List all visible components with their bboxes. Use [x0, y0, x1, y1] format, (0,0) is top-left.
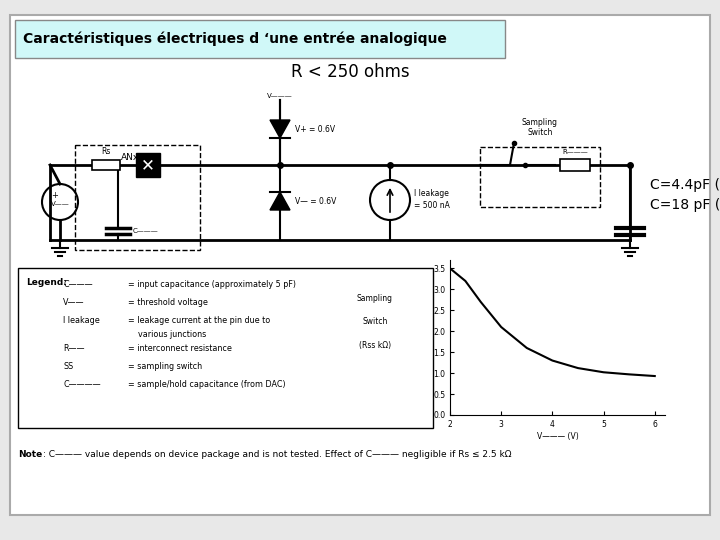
- Text: = leakage current at the pin due to: = leakage current at the pin due to: [128, 316, 270, 325]
- Text: = input capacitance (approximately 5 pF): = input capacitance (approximately 5 pF): [128, 280, 296, 289]
- Text: Rs: Rs: [102, 147, 111, 156]
- Text: Sampling: Sampling: [356, 294, 392, 303]
- Text: = sample/hold capacitance (from DAC): = sample/hold capacitance (from DAC): [128, 380, 286, 389]
- Text: Note: Note: [18, 450, 42, 459]
- Text: R——: R——: [63, 344, 84, 353]
- Text: C———: C———: [133, 228, 158, 234]
- Text: C=18 pF (12bits): C=18 pF (12bits): [650, 198, 720, 212]
- Text: R———: R———: [562, 149, 588, 155]
- Bar: [480, 147, 600, 207]
- Bar: [92, 160, 120, 170]
- Text: ✕: ✕: [141, 156, 155, 174]
- Text: V——: V——: [63, 298, 84, 307]
- Text: = sampling switch: = sampling switch: [128, 362, 202, 371]
- Text: V— = 0.6V: V— = 0.6V: [295, 197, 336, 206]
- Bar: [15, 20, 505, 58]
- Text: = interconnect resistance: = interconnect resistance: [128, 344, 232, 353]
- Text: +: +: [52, 192, 58, 200]
- Text: R < 250 ohms: R < 250 ohms: [291, 63, 409, 81]
- Text: Switch: Switch: [362, 318, 387, 327]
- Text: V———: V———: [267, 93, 293, 99]
- Text: Sampling: Sampling: [522, 118, 558, 127]
- Text: SS: SS: [63, 362, 73, 371]
- Bar: [560, 159, 590, 171]
- Text: ANx: ANx: [121, 153, 139, 162]
- Text: (Rss kΩ): (Rss kΩ): [359, 341, 391, 350]
- Bar: [18, 268, 433, 428]
- X-axis label: V——— (V): V——— (V): [536, 431, 578, 441]
- Text: = 500 nA: = 500 nA: [414, 200, 450, 210]
- Text: C———: C———: [63, 280, 93, 289]
- Text: Legend:: Legend:: [26, 278, 67, 287]
- Text: V——: V——: [50, 201, 69, 207]
- Polygon shape: [270, 120, 290, 138]
- Text: Switch: Switch: [527, 128, 553, 137]
- Bar: [136, 153, 160, 177]
- Bar: [75, 145, 200, 250]
- Text: : C——— value depends on device package and is not tested. Effect of C——— negligi: : C——— value depends on device package a…: [43, 450, 511, 459]
- Text: C=4.4pF (10bits): C=4.4pF (10bits): [650, 178, 720, 192]
- Text: V+ = 0.6V: V+ = 0.6V: [295, 125, 335, 134]
- Text: C————: C————: [63, 380, 101, 389]
- Polygon shape: [270, 192, 290, 210]
- Text: various junctions: various junctions: [138, 330, 206, 339]
- Text: I leakage: I leakage: [63, 316, 100, 325]
- Text: Caractéristiques électriques d ‘une entrée analogique: Caractéristiques électriques d ‘une entr…: [23, 32, 447, 46]
- Text: = threshold voltage: = threshold voltage: [128, 298, 208, 307]
- Text: I leakage: I leakage: [414, 188, 449, 198]
